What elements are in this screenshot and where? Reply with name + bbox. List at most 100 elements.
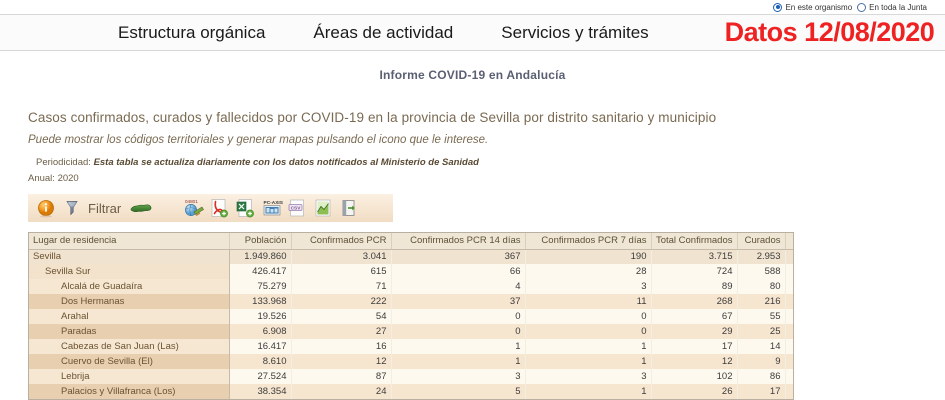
- col-confirmados-pcr[interactable]: Confirmados PCR: [291, 233, 392, 250]
- table-row[interactable]: Cuervo de Sevilla (El)8.61012111292: [29, 354, 793, 369]
- scope-radio-group: En este organismo En toda la Junta: [773, 2, 927, 12]
- svg-text:PC-AXIS: PC-AXIS: [264, 200, 284, 206]
- cell-confirmados-pcr-14-dias: 3: [391, 369, 526, 384]
- covid-data-table: Lugar de residencia Población Confirmado…: [29, 233, 793, 399]
- cell-total-confirmados: 29: [651, 324, 738, 339]
- cell-poblacion: 133.968: [229, 294, 292, 309]
- periodicity-value: Esta tabla se actualiza diariamente con …: [93, 157, 479, 168]
- col-total-confirmados[interactable]: Total Confirmados: [651, 233, 738, 250]
- cell-confirmados-pcr: 12: [291, 354, 392, 369]
- datos-date-badge: Datos 12/08/2020: [724, 17, 935, 47]
- cell-poblacion: 19.526: [229, 309, 292, 324]
- cell-fallecidos: 12: [785, 309, 793, 324]
- scope-option-junta[interactable]: En toda la Junta: [857, 2, 927, 12]
- radio-selected-icon[interactable]: [773, 2, 783, 12]
- cell-confirmados-pcr-14-dias: 37: [391, 294, 526, 309]
- cell-curados: 55: [737, 309, 786, 324]
- cell-confirmados-pcr-7-dias: 11: [525, 294, 652, 309]
- cell-confirmados-pcr: 16: [291, 339, 392, 354]
- csv-export-icon[interactable]: CSV: [287, 198, 307, 218]
- cell-lugar[interactable]: Paradas: [29, 324, 230, 339]
- chart-map-icon[interactable]: [313, 198, 333, 218]
- pcaxis-export-icon[interactable]: PC-AXIS: [261, 198, 284, 218]
- cell-confirmados-pcr-7-dias: 3: [525, 279, 652, 294]
- nav-item-areas-de-actividad[interactable]: Áreas de actividad: [313, 22, 454, 42]
- svg-text:04801: 04801: [185, 199, 198, 204]
- cell-lugar[interactable]: Dos Hermanas: [29, 294, 230, 309]
- cell-confirmados-pcr: 27: [291, 324, 392, 339]
- table-toolbar: Filtrar 04801: [28, 194, 393, 222]
- cell-confirmados-pcr: 87: [291, 369, 392, 384]
- cell-lugar[interactable]: Arahal: [29, 309, 230, 324]
- pdf-export-icon[interactable]: [209, 198, 229, 218]
- cell-confirmados-pcr-7-dias: 190: [525, 249, 652, 264]
- table-header-row: Lugar de residencia Población Confirmado…: [29, 233, 793, 250]
- nav-item-estructura-organica[interactable]: Estructura orgánica: [118, 22, 266, 42]
- territorial-codes-icon[interactable]: 04801: [183, 198, 205, 218]
- col-curados[interactable]: Curados: [737, 233, 786, 250]
- cell-poblacion: 1.949.860: [229, 249, 292, 264]
- cell-curados: 14: [737, 339, 786, 354]
- exit-icon[interactable]: [339, 198, 359, 218]
- cell-confirmados-pcr: 54: [291, 309, 392, 324]
- cell-lugar[interactable]: Cabezas de San Juan (Las): [29, 339, 230, 354]
- cell-lugar[interactable]: Cuervo de Sevilla (El): [29, 354, 230, 369]
- cell-total-confirmados: 268: [651, 294, 738, 309]
- cell-fallecidos: 4: [785, 324, 793, 339]
- map-andalucia-icon[interactable]: [129, 198, 152, 218]
- info-icon[interactable]: [36, 198, 56, 218]
- cell-confirmados-pcr-7-dias: 0: [525, 324, 652, 339]
- scope-option-organismo[interactable]: En este organismo: [773, 2, 853, 12]
- annual-label: Anual:: [28, 173, 55, 184]
- nav-item-servicios-y-tramites[interactable]: Servicios y trámites: [501, 22, 649, 42]
- periodicity-line: Periodicidad: Esta tabla se actualiza di…: [28, 146, 945, 168]
- table-body: Sevilla1.949.8603.0413671903.7152.953290…: [29, 249, 793, 399]
- cell-poblacion: 75.279: [229, 279, 292, 294]
- radio-unselected-icon[interactable]: [857, 2, 867, 12]
- filtrar-label[interactable]: Filtrar: [88, 200, 122, 216]
- cell-total-confirmados: 3.715: [651, 249, 738, 264]
- cell-poblacion: 426.417: [229, 264, 292, 279]
- cell-confirmados-pcr-7-dias: 0: [525, 309, 652, 324]
- cell-lugar[interactable]: Sevilla: [29, 249, 230, 264]
- cell-total-confirmados: 102: [651, 369, 738, 384]
- page-title: Informe COVID-19 en Andalucía: [379, 68, 566, 82]
- cell-total-confirmados: 89: [651, 279, 738, 294]
- cell-curados: 86: [737, 369, 786, 384]
- svg-text:CSV: CSV: [291, 205, 302, 211]
- cell-confirmados-pcr-7-dias: 28: [525, 264, 652, 279]
- col-confirmados-pcr-14-dias[interactable]: Confirmados PCR 14 días: [391, 233, 526, 250]
- scope-option-junta-label: En toda la Junta: [869, 2, 927, 12]
- scope-selector-bar: En este organismo En toda la Junta: [0, 0, 945, 14]
- col-confirmados-pcr-7-dias[interactable]: Confirmados PCR 7 días: [525, 233, 652, 250]
- cell-curados: 80: [737, 279, 786, 294]
- col-lugar-de-residencia[interactable]: Lugar de residencia: [29, 233, 230, 250]
- excel-export-icon[interactable]: [235, 198, 255, 218]
- cell-lugar[interactable]: Alcalá de Guadaíra: [29, 279, 230, 294]
- funnel-icon[interactable]: [62, 198, 82, 218]
- cell-fallecidos: 290: [785, 249, 793, 264]
- cell-confirmados-pcr: 71: [291, 279, 392, 294]
- covid-data-table-container: Lugar de residencia Población Confirmado…: [28, 232, 794, 400]
- col-poblacion[interactable]: Población: [229, 233, 292, 250]
- cell-lugar[interactable]: Sevilla Sur: [29, 264, 230, 279]
- content-area: Casos confirmados, curados y fallecidos …: [0, 82, 945, 400]
- col-fallecidos[interactable]: Fallecidos: [785, 233, 793, 250]
- cell-poblacion: 38.354: [229, 384, 292, 399]
- cell-fallecidos: 5: [785, 279, 793, 294]
- table-row[interactable]: Palacios y Villafranca (Los) 38.354 24 5 1 26…: [29, 384, 793, 399]
- cell-lugar[interactable]: Palacios y Villafranca (Los): [29, 384, 230, 399]
- cell-fallecidos: 10: [785, 294, 793, 309]
- table-row[interactable]: Cabezas de San Juan (Las)16.417161117142: [29, 339, 793, 354]
- scope-option-organismo-label: En este organismo: [785, 2, 853, 12]
- cell-confirmados-pcr: 222: [291, 294, 392, 309]
- cell-lugar[interactable]: Lebrija: [29, 369, 230, 384]
- cell-total-confirmados: 26: [651, 384, 738, 399]
